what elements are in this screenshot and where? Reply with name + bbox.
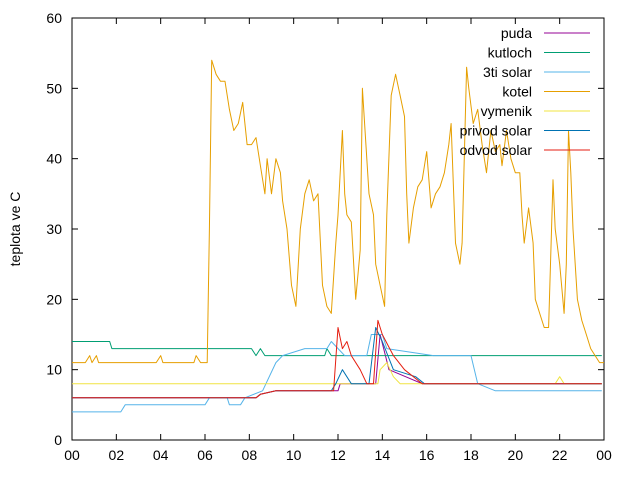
y-tick-label: 20 [46, 291, 62, 307]
legend-label-odvod-solar: odvod solar [460, 142, 533, 158]
y-tick-label: 0 [54, 432, 62, 448]
legend-label-vymenik: vymenik [481, 103, 533, 119]
series-line-vymenik [72, 362, 602, 385]
legend: puda kutloch 3ti solar kotel vymenik privod s… [460, 25, 590, 158]
y-tick-label: 40 [46, 151, 62, 167]
y-tick-label: 10 [46, 362, 62, 378]
x-tick-label: 16 [419, 447, 435, 463]
y-tick-label: 30 [46, 221, 62, 237]
x-tick-label: 02 [109, 447, 125, 463]
x-tick-label: 22 [552, 447, 568, 463]
legend-label-kutloch: kutloch [488, 45, 532, 61]
x-tick-label: 06 [197, 447, 213, 463]
x-tick-label: 20 [508, 447, 524, 463]
y-tick-label: 50 [46, 80, 62, 96]
x-tick-label: 10 [286, 447, 302, 463]
x-tick-label: 12 [330, 447, 346, 463]
plot-border [71, 17, 605, 441]
series-line-kutloch [72, 341, 602, 357]
x-tick-label: 14 [375, 447, 391, 463]
series-lines [72, 59, 604, 413]
series-line-kotel [72, 59, 604, 364]
legend-label-3ti-solar: 3ti solar [483, 64, 532, 80]
y-axis-label: teplota ve C [7, 192, 23, 267]
x-tick-label: 00 [64, 447, 80, 463]
legend-label-puda: puda [501, 25, 532, 41]
legend-label-kotel: kotel [502, 84, 532, 100]
x-tick-label: 04 [153, 447, 169, 463]
x-tick-label: 08 [242, 447, 258, 463]
series-line-odvod-solar [72, 319, 602, 399]
x-tick-label: 00 [596, 447, 612, 463]
y-tick-label: 60 [46, 10, 62, 26]
axes: 0 10 20 30 40 50 60 00 02 04 06 08 10 12 14 16 18 20 22 00 [46, 10, 612, 463]
legend-label-privod-solar: privod solar [460, 123, 533, 139]
x-tick-label: 18 [463, 447, 479, 463]
